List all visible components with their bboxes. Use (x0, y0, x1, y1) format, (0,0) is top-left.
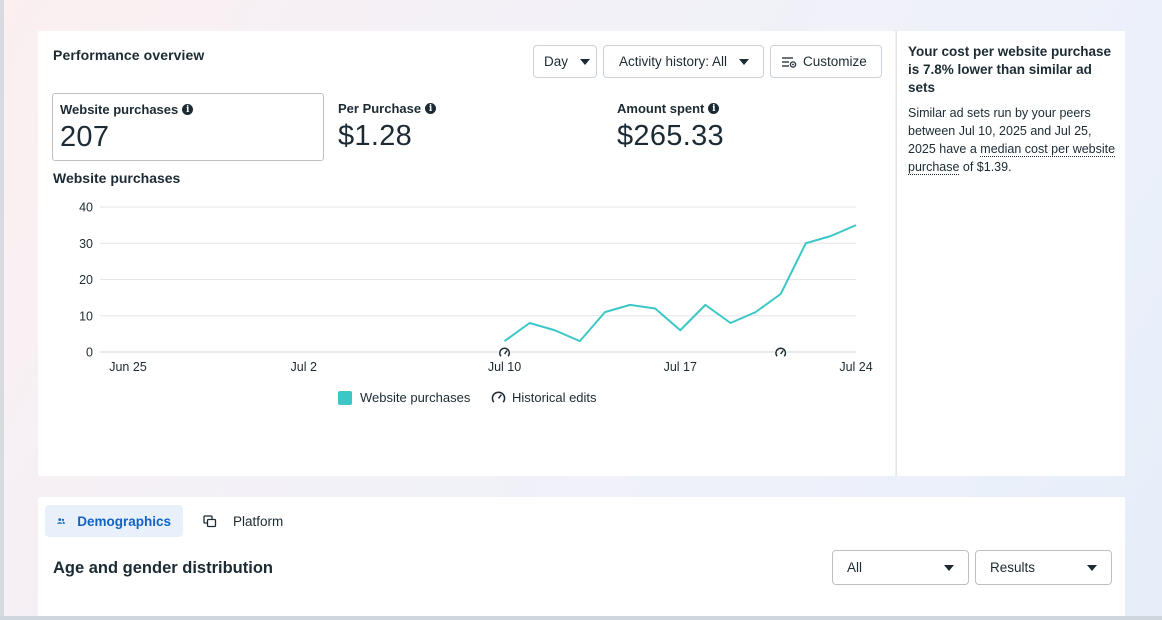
tab-label: Demographics (77, 513, 171, 529)
metric-per-purchase[interactable]: Per Purchase i $1.28 (338, 101, 437, 153)
historical-edit-marker[interactable] (498, 347, 511, 359)
performance-card: Performance overview Day Activity histor… (38, 31, 895, 476)
window-bottom-edge (0, 616, 1162, 620)
chart-title: Website purchases (53, 170, 181, 186)
x-tick-label: Jul 10 (488, 360, 521, 374)
y-tick-label: 10 (79, 309, 93, 323)
y-tick-label: 20 (79, 273, 93, 287)
metric-value: $1.28 (338, 120, 413, 152)
x-tick-label: Jul 24 (839, 360, 872, 374)
people-icon (57, 518, 65, 524)
demographics-card: Demographics Platform Age and gender dis… (38, 497, 1125, 620)
tab-demographics[interactable]: Demographics (45, 505, 183, 537)
x-tick-label: Jun 25 (109, 360, 147, 374)
window-edge (0, 0, 4, 620)
customize-button[interactable]: Customize (770, 45, 882, 78)
median-cost-link[interactable]: median cost per website purchase (908, 142, 1116, 175)
metric-label: Website purchases (60, 102, 179, 117)
chevron-down-icon (944, 564, 954, 571)
info-icon[interactable]: i (182, 104, 194, 115)
day-dropdown-label: Day (544, 54, 569, 69)
purchases-line-chart: 0 10 20 30 40 Jun 25 Jul 2 Jul 10 Jul 17 Jul 24 (79, 201, 873, 375)
activity-history-dropdown[interactable]: Activity history: All (603, 45, 764, 78)
legend-label: Website purchases (360, 390, 471, 405)
insight-body-text: Similar ad sets run by your peers betwee… (908, 106, 1092, 156)
metric-value: 207 (60, 121, 110, 153)
chevron-down-icon (739, 58, 750, 65)
insight-body-suffix: of $1.39. (959, 160, 1012, 174)
platform-icon (203, 515, 217, 528)
historical-edit-marker[interactable] (774, 347, 787, 359)
section-title: Age and gender distribution (53, 559, 274, 577)
chevron-down-icon (1087, 564, 1097, 571)
tab-platform[interactable]: Platform (190, 505, 295, 537)
info-icon[interactable]: i (708, 103, 720, 114)
legend-swatch (338, 390, 352, 405)
series-line (503, 224, 857, 343)
tab-label: Platform (233, 513, 284, 529)
metric-website-purchases[interactable]: Website purchases i 207 (52, 93, 324, 161)
x-tick-label: Jul 17 (664, 360, 697, 374)
y-tick-label: 0 (86, 346, 93, 360)
activity-history-label: Activity history: All (619, 54, 728, 69)
legend-website-purchases[interactable]: Website purchases (338, 390, 470, 405)
select-value: Results (990, 560, 1036, 575)
legend-historical-edits[interactable]: Historical edits (491, 390, 597, 405)
x-tick-label: Jul 2 (291, 360, 317, 374)
metric-amount-spent[interactable]: Amount spent i $265.33 (617, 101, 724, 153)
gauge-icon (491, 391, 506, 403)
select-value: All (847, 560, 863, 575)
y-tick-label: 30 (79, 237, 93, 251)
customize-label: Customize (803, 54, 867, 69)
insight-body: Similar ad sets run by your peers betwee… (908, 104, 1120, 176)
insight-card: Your cost per website purchase is 7.8% l… (896, 31, 1125, 476)
info-icon[interactable]: i (425, 103, 437, 114)
y-tick-label: 40 (79, 201, 93, 215)
day-dropdown[interactable]: Day (533, 45, 597, 78)
metric-select[interactable]: Results (975, 550, 1112, 585)
metric-label: Per Purchase (338, 101, 422, 116)
metric-label: Amount spent (617, 101, 705, 116)
performance-title: Performance overview (53, 47, 205, 63)
insight-title: Your cost per website purchase is 7.8% l… (908, 44, 1112, 95)
legend-label: Historical edits (512, 390, 597, 405)
chevron-down-icon (580, 58, 591, 65)
customize-icon (782, 56, 797, 68)
metric-value: $265.33 (617, 120, 724, 152)
audience-filter-select[interactable]: All (832, 550, 969, 585)
